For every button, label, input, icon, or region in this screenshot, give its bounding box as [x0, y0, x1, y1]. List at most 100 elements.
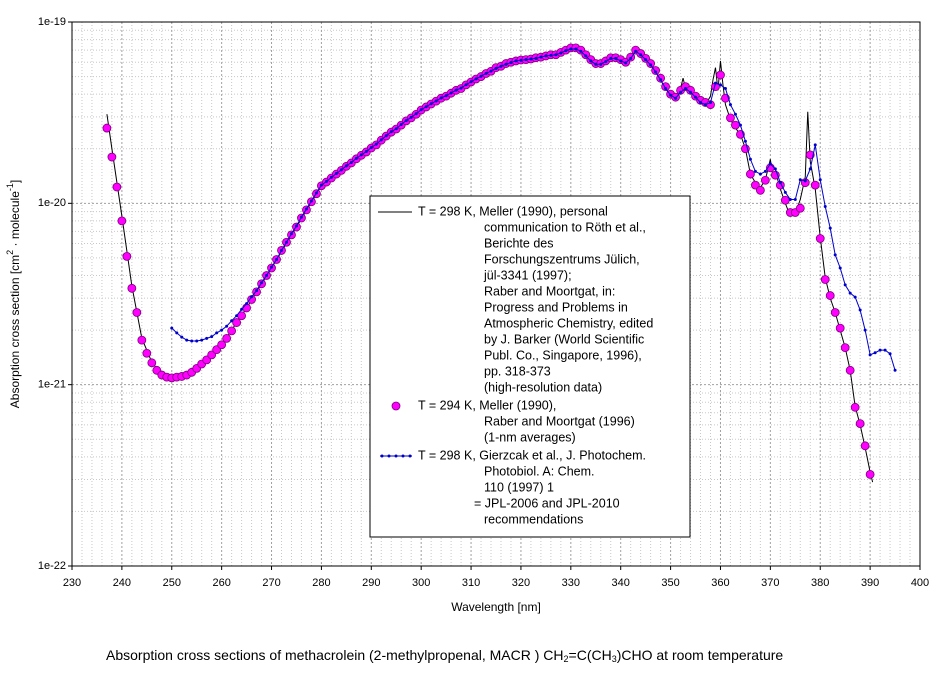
x-tick-label: 330 — [562, 577, 580, 589]
data-point — [853, 295, 857, 299]
data-point — [509, 60, 513, 64]
plot-frame — [71, 21, 921, 567]
data-point — [434, 99, 438, 103]
data-point — [245, 302, 249, 306]
data-point — [733, 112, 737, 116]
data-point — [803, 179, 807, 183]
data-point — [773, 167, 777, 171]
legend: T = 298 K, Meller (1990), personal commun… — [369, 195, 691, 538]
data-point — [299, 215, 303, 219]
data-point — [314, 191, 318, 195]
legend-label: Raber and Moortgat, in: — [484, 284, 615, 298]
data-point — [716, 70, 725, 80]
x-tick-label: 310 — [462, 577, 480, 589]
plot-data — [102, 43, 897, 483]
script-text: 3 — [612, 654, 617, 664]
legend-label: Atmospheric Chemistry, edited — [484, 316, 653, 330]
legend-box — [369, 195, 691, 538]
data-point — [324, 179, 328, 183]
data-point — [524, 58, 528, 62]
data-point — [549, 53, 553, 57]
data-point — [449, 91, 453, 95]
data-point — [584, 54, 588, 58]
data-point — [534, 56, 538, 60]
data-point — [499, 64, 503, 68]
data-point — [459, 86, 463, 90]
x-tick-label: 250 — [163, 577, 181, 589]
x-tick-label: 370 — [761, 577, 779, 589]
legend-label: 110 (1997) 1 — [484, 480, 554, 494]
data-point — [599, 62, 603, 66]
data-point — [359, 153, 363, 157]
data-point — [559, 51, 563, 55]
data-point — [280, 248, 284, 252]
data-point — [215, 331, 219, 335]
data-point — [649, 63, 653, 67]
data-point — [694, 95, 698, 99]
data-point — [815, 234, 825, 243]
data-point — [788, 197, 792, 201]
data-point — [818, 178, 822, 182]
data-point — [893, 368, 897, 372]
data-point — [686, 85, 695, 95]
data-point — [399, 123, 403, 127]
data-point — [222, 333, 232, 343]
data-point — [574, 47, 578, 51]
data-point — [639, 53, 643, 57]
text-part: · molecule — [8, 191, 22, 250]
data-point — [731, 120, 740, 130]
data-point — [835, 323, 845, 333]
data-point — [743, 139, 747, 143]
data-point — [860, 441, 870, 451]
data-point — [845, 365, 855, 375]
x-tick-label: 390 — [861, 577, 879, 589]
x-tick-label: 240 — [113, 577, 131, 589]
data-point — [810, 180, 820, 190]
data-point — [848, 291, 852, 295]
data-point — [704, 103, 708, 107]
data-point — [494, 66, 498, 70]
data-point — [778, 181, 782, 185]
legend-swatch — [391, 401, 401, 411]
data-point — [419, 108, 423, 112]
legend-label: by J. Barker (World Scientific — [484, 332, 644, 346]
data-point — [175, 331, 179, 335]
data-point — [579, 49, 583, 53]
x-tick-label: 320 — [512, 577, 530, 589]
data-point — [830, 308, 840, 317]
data-point — [713, 81, 717, 85]
data-point — [795, 203, 805, 213]
text-part: ] — [8, 180, 22, 183]
data-point — [235, 314, 239, 318]
data-point — [275, 258, 279, 262]
data-point — [594, 62, 598, 66]
data-point — [240, 307, 244, 311]
data-point — [349, 160, 353, 164]
data-point — [746, 169, 755, 179]
text-part: Absorption cross sections of methacrolei… — [106, 647, 564, 663]
data-point — [250, 295, 254, 299]
data-point — [180, 335, 184, 339]
script-text: -1 — [5, 183, 15, 191]
data-point — [294, 224, 298, 228]
script-text: 2 — [564, 654, 569, 664]
data-point — [394, 127, 398, 131]
data-point — [699, 100, 703, 104]
x-tick-label: 230 — [63, 577, 81, 589]
x-axis-title: Wavelength [nm] — [451, 600, 541, 614]
data-point — [708, 100, 712, 104]
data-point — [304, 207, 308, 211]
x-tick-label: 360 — [711, 577, 729, 589]
data-point — [404, 119, 408, 123]
data-point — [230, 319, 234, 323]
data-point — [479, 74, 483, 78]
text-part: )CHO at room temperature — [617, 647, 784, 663]
y-tick-label: 1e-20 — [38, 197, 66, 209]
data-point — [147, 358, 157, 368]
data-point — [865, 469, 875, 479]
data-point — [689, 90, 693, 94]
data-point — [674, 96, 678, 100]
data-point — [364, 150, 368, 154]
data-point — [783, 190, 787, 194]
